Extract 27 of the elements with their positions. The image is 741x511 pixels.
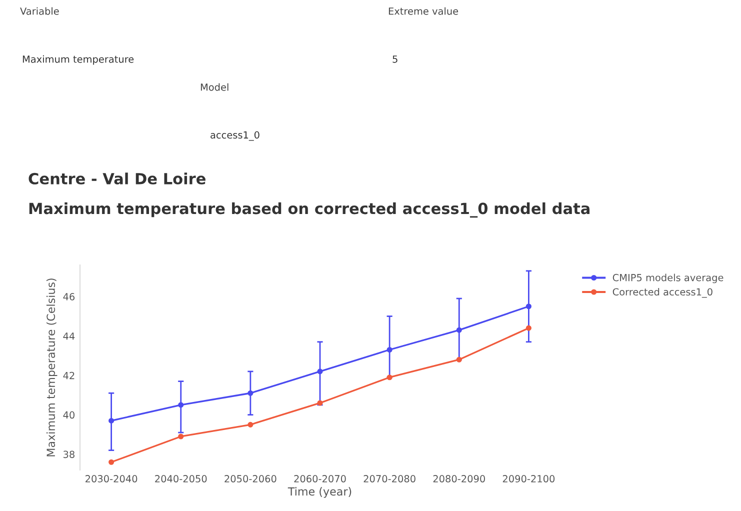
legend-label: CMIP5 models average xyxy=(612,274,724,284)
text: Extreme value xyxy=(388,7,458,15)
y-tick-label: 42 xyxy=(63,372,74,380)
text: Maximum temperature xyxy=(22,55,134,65)
x-tick-label: 2090-2100 xyxy=(502,475,555,482)
x-tick-label: 2060-2070 xyxy=(294,475,346,482)
x-tick-label: 2070-2080 xyxy=(364,475,416,482)
x-tick-label: 2080-2090 xyxy=(433,475,485,482)
y-tick-label: 44 xyxy=(63,332,75,340)
text: Variable xyxy=(20,7,59,15)
x-tick-label: 2040-2050 xyxy=(155,475,207,482)
y-tick-label: 40 xyxy=(63,411,74,419)
x-tick-label: 2030-2040 xyxy=(86,475,138,482)
y-axis-title: Maximum temperature (Celsius) xyxy=(46,278,58,456)
x-axis-title: Time (year) xyxy=(288,487,352,498)
chart-subtitle: Maximum temperature based on corrected access1_0 model data xyxy=(29,202,590,218)
point xyxy=(248,422,254,428)
legend-label: Corrected access1_0 xyxy=(612,288,712,298)
point xyxy=(526,325,532,331)
x-tick-label: 2050-2060 xyxy=(224,475,276,482)
text: access1_0 xyxy=(210,131,260,141)
y-tick-label: 38 xyxy=(64,450,74,458)
text: Model xyxy=(200,83,228,91)
point xyxy=(108,459,114,465)
chart-title: Centre - Val De Loire xyxy=(28,172,206,184)
y-tick-label: 46 xyxy=(63,293,75,300)
text: 5 xyxy=(392,56,398,63)
